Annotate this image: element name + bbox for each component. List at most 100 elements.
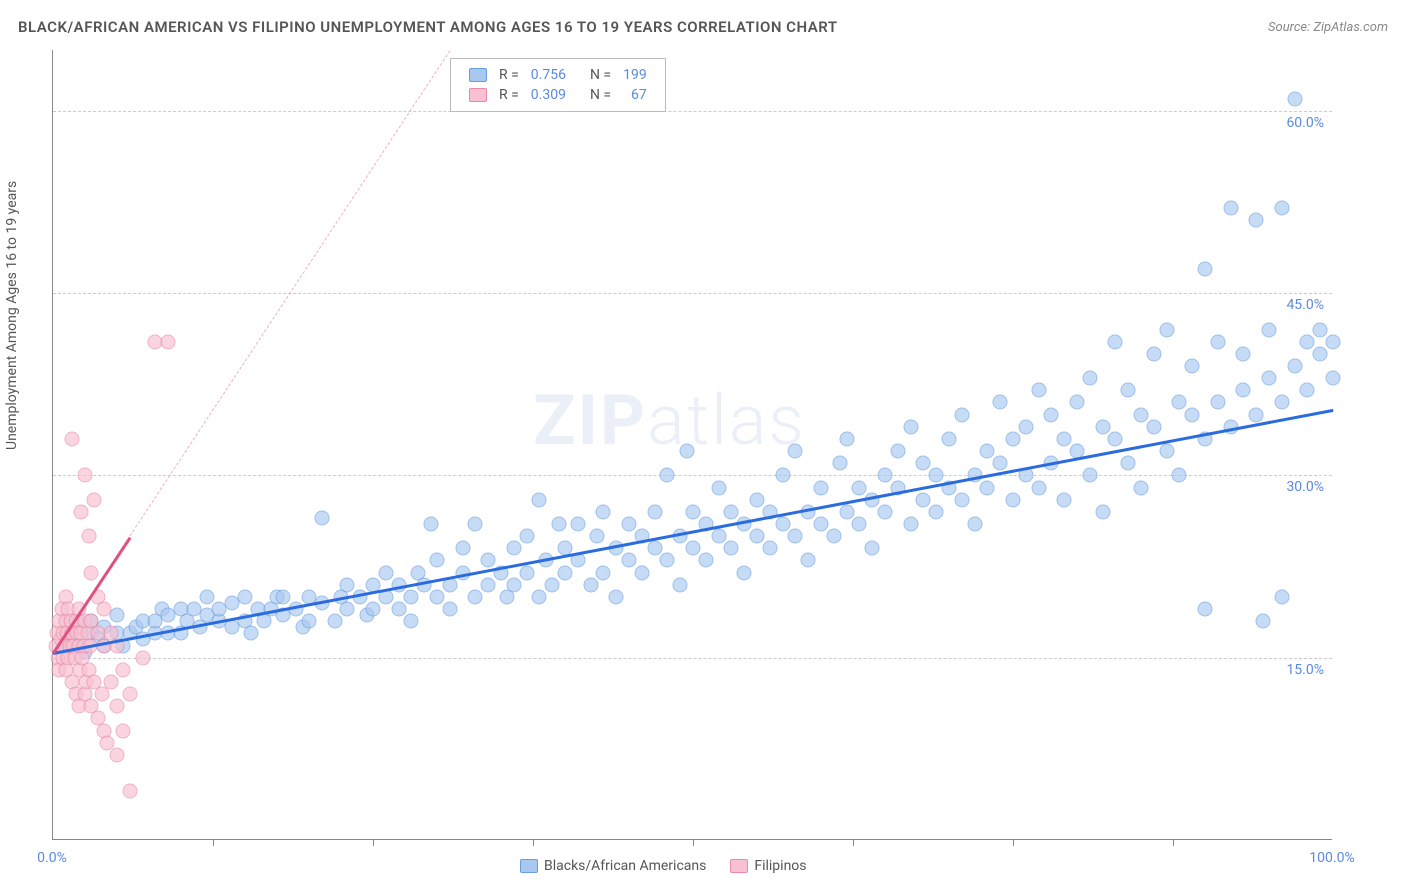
data-point — [647, 541, 662, 556]
data-point — [1249, 213, 1264, 228]
legend-r-value: 0.756 — [525, 65, 572, 85]
data-point — [244, 626, 259, 641]
data-point — [1057, 492, 1072, 507]
data-point — [103, 675, 118, 690]
data-point — [378, 565, 393, 580]
legend-swatch — [520, 859, 538, 873]
x-minor-tick — [1013, 840, 1014, 846]
data-point — [1082, 371, 1097, 386]
data-point — [1095, 504, 1110, 519]
legend-swatch — [469, 88, 487, 102]
data-point — [590, 529, 605, 544]
data-point — [1262, 322, 1277, 337]
data-point — [366, 602, 381, 617]
data-point — [865, 541, 880, 556]
data-point — [116, 723, 131, 738]
data-point — [1274, 201, 1289, 216]
data-point — [583, 577, 598, 592]
data-point — [122, 687, 137, 702]
data-point — [110, 747, 125, 762]
source-attribution: Source: ZipAtlas.com — [1268, 20, 1388, 35]
data-point — [698, 553, 713, 568]
chart-title: BLACK/AFRICAN AMERICAN VS FILIPINO UNEMP… — [18, 18, 838, 36]
data-point — [1044, 407, 1059, 422]
data-point — [724, 504, 739, 519]
data-point — [519, 529, 534, 544]
data-point — [1287, 359, 1302, 374]
data-point — [1031, 480, 1046, 495]
data-point — [1262, 371, 1277, 386]
data-point — [238, 589, 253, 604]
data-point — [110, 608, 125, 623]
data-point — [340, 577, 355, 592]
data-point — [954, 407, 969, 422]
data-point — [1185, 407, 1200, 422]
data-point — [660, 468, 675, 483]
data-point — [1249, 407, 1264, 422]
data-point — [314, 510, 329, 525]
data-point — [97, 602, 112, 617]
x-minor-tick — [853, 840, 854, 846]
data-point — [1121, 383, 1136, 398]
y-tick-label: 30.0% — [1286, 479, 1324, 495]
data-point — [1134, 407, 1149, 422]
source-prefix: Source: — [1268, 20, 1313, 35]
data-point — [1070, 395, 1085, 410]
data-point — [596, 565, 611, 580]
data-point — [468, 517, 483, 532]
data-point — [327, 614, 342, 629]
y-tick-label: 15.0% — [1286, 662, 1324, 678]
data-point — [839, 504, 854, 519]
data-point — [967, 517, 982, 532]
data-point — [340, 602, 355, 617]
data-point — [833, 456, 848, 471]
data-point — [878, 504, 893, 519]
data-point — [596, 504, 611, 519]
data-point — [84, 565, 99, 580]
data-point — [1274, 395, 1289, 410]
data-point — [1082, 468, 1097, 483]
data-point — [391, 602, 406, 617]
data-point — [775, 517, 790, 532]
data-point — [161, 334, 176, 349]
data-point — [647, 504, 662, 519]
data-point — [1057, 431, 1072, 446]
data-point — [1236, 346, 1251, 361]
data-point — [622, 553, 637, 568]
data-point — [929, 468, 944, 483]
data-point — [993, 395, 1008, 410]
legend-label: Filipinos — [754, 858, 806, 874]
data-point — [1274, 589, 1289, 604]
data-point — [481, 553, 496, 568]
source-name: ZipAtlas.com — [1313, 20, 1388, 35]
legend-row: R =0.756N =199 — [463, 65, 653, 85]
data-point — [622, 517, 637, 532]
data-point — [1210, 395, 1225, 410]
data-point — [1185, 359, 1200, 374]
data-point — [81, 529, 96, 544]
data-point — [110, 699, 125, 714]
correlation-legend: R =0.756N =199R =0.309N =67 — [450, 58, 666, 112]
data-point — [878, 468, 893, 483]
data-point — [442, 602, 457, 617]
data-point — [74, 504, 89, 519]
data-point — [1172, 468, 1187, 483]
x-tick-label: 0.0% — [37, 850, 67, 866]
data-point — [916, 456, 931, 471]
data-point — [430, 589, 445, 604]
data-point — [1255, 614, 1270, 629]
gridline-horizontal — [53, 658, 1332, 659]
data-point — [551, 517, 566, 532]
data-point — [1236, 383, 1251, 398]
data-point — [1313, 346, 1328, 361]
data-point — [679, 444, 694, 459]
data-point — [135, 650, 150, 665]
data-point — [788, 444, 803, 459]
legend-row: R =0.309N =67 — [463, 85, 653, 105]
data-point — [65, 431, 80, 446]
data-point — [1326, 334, 1341, 349]
data-point — [1108, 431, 1123, 446]
data-point — [993, 456, 1008, 471]
data-point — [634, 565, 649, 580]
x-minor-tick — [533, 840, 534, 846]
